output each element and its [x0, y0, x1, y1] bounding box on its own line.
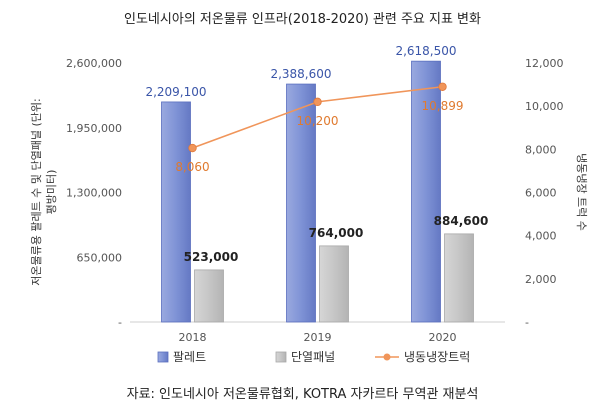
pallet-bar: [286, 83, 316, 323]
pallet-data-label: 2,618,500: [395, 44, 456, 58]
left-tick-label: -: [118, 316, 122, 329]
pallet-data-label: 2,388,600: [270, 67, 331, 81]
left-tick-label: 2,600,000: [66, 57, 122, 70]
truck-point: [188, 143, 197, 153]
right-tick-label: 4,000: [525, 230, 557, 243]
truck-point: [313, 97, 322, 107]
panel-data-label: 884,600: [434, 214, 489, 228]
truck-data-label: 8,060: [175, 160, 209, 174]
x-tick-label: 2020: [429, 331, 457, 344]
legend-label-panel: 단열패널: [291, 350, 335, 364]
right-axis-title: 냉동냉장 트럭 수: [575, 153, 588, 231]
right-tick-label: 8,000: [525, 143, 557, 156]
left-axis-title-line2: 평방미터): [45, 170, 58, 215]
left-tick-label: 650,000: [77, 251, 123, 264]
right-tick-label: 10,000: [525, 100, 564, 113]
right-tick-label: -: [525, 316, 529, 329]
x-tick-label: 2018: [179, 331, 207, 344]
right-tick-label: 12,000: [525, 57, 564, 70]
truck-data-label: 10,899: [422, 99, 464, 113]
right-tick-label: 2,000: [525, 273, 557, 286]
truck-point: [438, 82, 447, 91]
legend-label-pallet: 팔레트: [173, 350, 206, 364]
pallet-data-label: 2,209,100: [145, 85, 206, 99]
legend-swatch-panel: [275, 351, 287, 363]
right-tick-label: 6,000: [525, 187, 557, 200]
left-axis-title-line1: 저온물류용 팔레트 수 및 단열패널 (단위:: [30, 98, 43, 285]
panel-data-label: 764,000: [309, 226, 364, 240]
pallet-bar: [411, 60, 441, 323]
panel-bar: [444, 233, 474, 323]
legend-swatch-truck-marker: [383, 353, 391, 361]
panel-bar: [319, 245, 349, 323]
legend-swatch-pallet: [157, 351, 169, 363]
truck-data-label: 10,200: [297, 114, 339, 128]
x-tick-label: 2019: [304, 331, 332, 344]
chart-title: 인도네시아의 저온물류 인프라(2018-2020) 관련 주요 지표 변화: [124, 12, 481, 27]
left-tick-label: 1,300,000: [66, 187, 122, 200]
left-tick-label: 1,950,000: [66, 122, 122, 135]
left-axis-title: 저온물류용 팔레트 수 및 단열패널 (단위: 평방미터): [30, 98, 58, 285]
panel-data-label: 523,000: [184, 250, 239, 264]
source-note: 자료: 인도네시아 저온물류협회, KOTRA 자카르타 무역관 재분석: [126, 387, 479, 402]
panel-bar: [194, 269, 224, 323]
pallet-bar: [161, 101, 191, 323]
legend-label-truck: 냉동냉장트럭: [404, 350, 470, 364]
